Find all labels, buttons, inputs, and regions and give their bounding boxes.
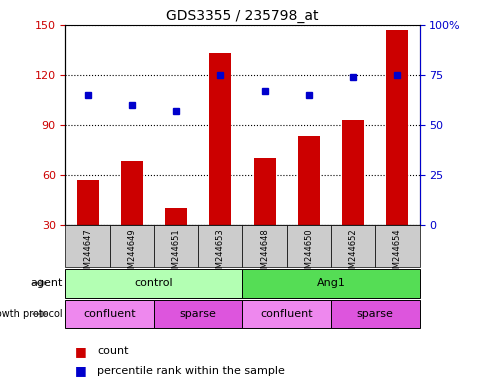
Text: GSM244653: GSM244653 (215, 229, 225, 280)
Text: GSM244650: GSM244650 (304, 229, 313, 279)
FancyBboxPatch shape (153, 300, 242, 328)
Text: control: control (135, 278, 173, 288)
Text: GSM244647: GSM244647 (83, 229, 92, 280)
FancyBboxPatch shape (198, 225, 242, 267)
Text: ■: ■ (75, 364, 87, 377)
Bar (341, 120, 363, 275)
FancyBboxPatch shape (330, 300, 419, 328)
FancyBboxPatch shape (330, 225, 375, 267)
Text: ■: ■ (75, 345, 87, 358)
Text: sparse: sparse (356, 309, 393, 319)
FancyBboxPatch shape (109, 225, 153, 267)
FancyBboxPatch shape (375, 225, 419, 267)
Bar (297, 136, 319, 275)
Text: GSM244652: GSM244652 (348, 229, 357, 279)
Text: GSM244651: GSM244651 (171, 229, 180, 279)
FancyBboxPatch shape (65, 269, 242, 298)
FancyBboxPatch shape (65, 225, 109, 267)
FancyBboxPatch shape (65, 300, 153, 328)
Text: percentile rank within the sample: percentile rank within the sample (97, 366, 284, 376)
Text: GSM244648: GSM244648 (259, 229, 269, 280)
Bar (386, 30, 408, 275)
Text: confluent: confluent (260, 309, 313, 319)
Text: confluent: confluent (83, 309, 136, 319)
FancyBboxPatch shape (242, 269, 419, 298)
Bar (76, 180, 98, 275)
Text: agent: agent (30, 278, 63, 288)
Bar (253, 158, 275, 275)
FancyBboxPatch shape (242, 225, 286, 267)
Bar (209, 53, 231, 275)
Text: GSM244654: GSM244654 (392, 229, 401, 279)
FancyBboxPatch shape (242, 300, 330, 328)
Text: count: count (97, 346, 128, 356)
Text: sparse: sparse (180, 309, 216, 319)
Title: GDS3355 / 235798_at: GDS3355 / 235798_at (166, 8, 318, 23)
Bar (165, 208, 187, 275)
Bar (121, 161, 143, 275)
Text: GSM244649: GSM244649 (127, 229, 136, 279)
Text: growth protocol: growth protocol (0, 309, 63, 319)
FancyBboxPatch shape (153, 225, 198, 267)
FancyBboxPatch shape (286, 225, 330, 267)
Text: Ang1: Ang1 (316, 278, 345, 288)
